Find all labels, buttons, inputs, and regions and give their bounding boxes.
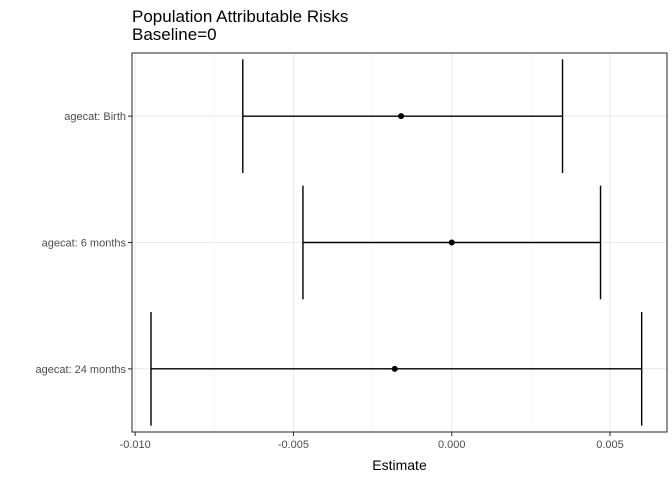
x-axis-title: Estimate <box>372 457 427 473</box>
chart-title: Population Attributable Risks <box>132 7 348 26</box>
y-tick-label: agecat: 6 months <box>42 238 127 250</box>
y-tick-label: agecat: Birth <box>64 111 126 123</box>
x-axis: -0.010 -0.005 0.000 0.005 <box>120 432 624 451</box>
chart-subtitle: Baseline=0 <box>132 25 217 44</box>
y-axis: agecat: Birth agecat: 6 months agecat: 24 … <box>35 111 132 376</box>
error-bars <box>150 59 643 426</box>
estimate-point <box>398 113 405 120</box>
estimate-point <box>448 239 455 246</box>
estimate-point <box>391 365 398 372</box>
x-tick-label: -0.010 <box>120 439 151 451</box>
x-tick-label: 0.005 <box>596 439 624 451</box>
x-tick-label: -0.005 <box>278 439 309 451</box>
x-tick-label: 0.000 <box>438 439 466 451</box>
y-tick-label: agecat: 24 months <box>35 364 126 376</box>
